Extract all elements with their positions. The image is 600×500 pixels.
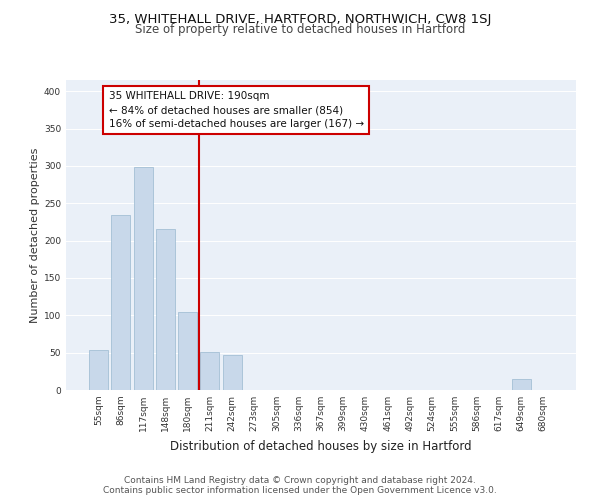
Y-axis label: Number of detached properties: Number of detached properties	[30, 148, 40, 322]
Bar	[178, 312, 197, 390]
Bar	[223, 355, 242, 390]
Bar	[156, 230, 175, 390]
Bar	[89, 350, 108, 390]
Bar	[200, 352, 219, 390]
Bar	[512, 379, 530, 390]
Bar	[134, 166, 152, 390]
X-axis label: Distribution of detached houses by size in Hartford: Distribution of detached houses by size …	[170, 440, 472, 452]
Bar	[112, 215, 130, 390]
Text: 35, WHITEHALL DRIVE, HARTFORD, NORTHWICH, CW8 1SJ: 35, WHITEHALL DRIVE, HARTFORD, NORTHWICH…	[109, 12, 491, 26]
Text: 35 WHITEHALL DRIVE: 190sqm
← 84% of detached houses are smaller (854)
16% of sem: 35 WHITEHALL DRIVE: 190sqm ← 84% of deta…	[109, 91, 364, 129]
Text: Size of property relative to detached houses in Hartford: Size of property relative to detached ho…	[135, 22, 465, 36]
Text: Contains HM Land Registry data © Crown copyright and database right 2024.
Contai: Contains HM Land Registry data © Crown c…	[103, 476, 497, 495]
